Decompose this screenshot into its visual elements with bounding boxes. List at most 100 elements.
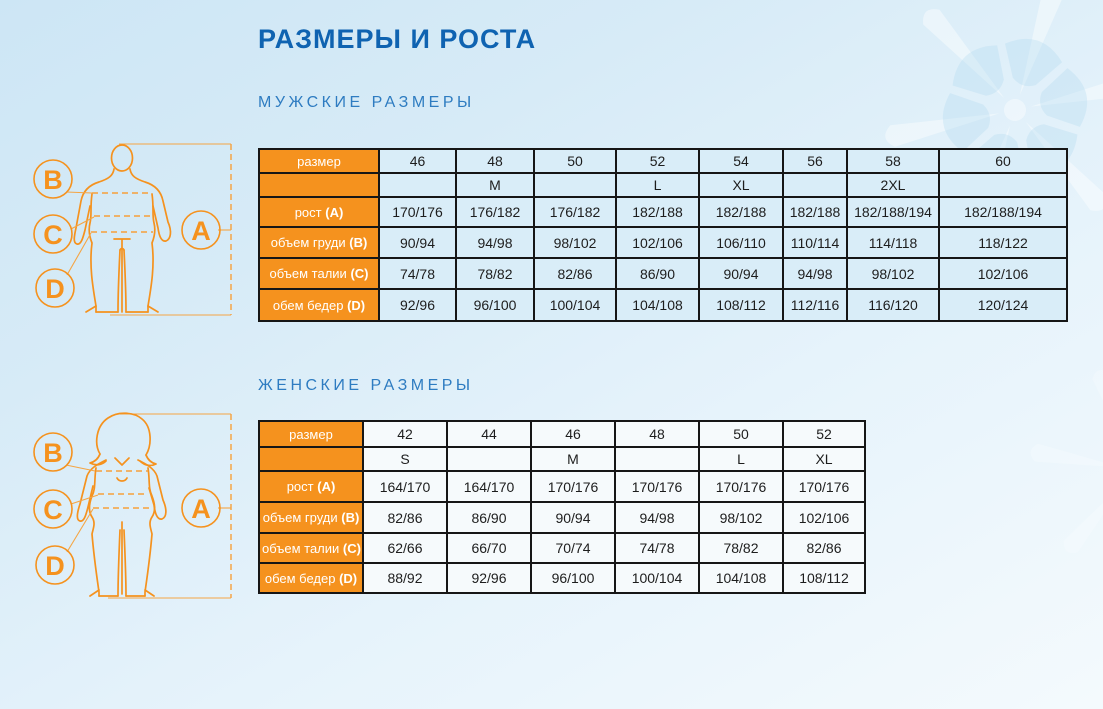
- point-d-label: D: [45, 551, 65, 581]
- measure-value-cell: 170/176: [698, 470, 784, 503]
- men-size-table: размер 46 48 50 52 54 56 58 60 M L XL 2XL рост (A) 170…: [258, 148, 1068, 322]
- point-c-circle: [33, 489, 73, 529]
- size-value-cell: 56: [782, 148, 848, 174]
- point-d-label: D: [45, 274, 65, 304]
- point-b-label: B: [43, 165, 63, 195]
- measure-value-cell: 92/96: [378, 288, 457, 322]
- size-value-cell: 58: [846, 148, 940, 174]
- letter-size-cell: S: [362, 446, 448, 472]
- measure-row: обем бедер (D) 92/96 96/100 100/104 104/108 1…: [258, 288, 1068, 322]
- men-body-diagram: B C D A: [22, 138, 242, 328]
- measure-value-cell: 108/112: [782, 562, 866, 594]
- male-feet: [85, 305, 159, 313]
- size-value-cell: 46: [378, 148, 457, 174]
- measure-value-cell: 66/70: [446, 532, 532, 564]
- point-c-label: C: [43, 220, 63, 250]
- measure-value-cell: 100/104: [614, 562, 700, 594]
- female-head: [95, 412, 151, 456]
- female-feet: [89, 589, 155, 597]
- measure-value-cell: 112/116: [782, 288, 848, 322]
- measure-value-cell: 114/118: [846, 226, 940, 259]
- point-c-label: C: [43, 495, 63, 525]
- letter-size-cell: L: [698, 446, 784, 472]
- measure-value-cell: 94/98: [455, 226, 535, 259]
- point-c-circle: [33, 214, 73, 254]
- size-label-cell: размер: [258, 148, 380, 174]
- women-section-heading: ЖЕНСКИЕ РАЗМЕРЫ: [258, 377, 474, 394]
- size-label-cell: размер: [258, 420, 364, 448]
- point-d-circle: [35, 545, 75, 585]
- measure-value-cell: 170/176: [614, 470, 700, 503]
- measure-row: объем талии (C) 62/66 66/70 70/74 74/78 78/82…: [258, 532, 866, 564]
- letter-label-cell: [258, 446, 364, 472]
- size-value-cell: 46: [530, 420, 616, 448]
- measure-value-cell: 182/188: [782, 196, 848, 228]
- measure-value-cell: 104/108: [698, 562, 784, 594]
- male-left-arm: [73, 168, 115, 245]
- measure-value-cell: 94/98: [782, 257, 848, 290]
- male-head: [110, 144, 134, 172]
- measure-row: рост (A) 164/170 164/170 170/176 170/176 170/…: [258, 470, 866, 503]
- measure-value-cell: 82/86: [533, 257, 617, 290]
- measure-value-cell: 98/102: [533, 226, 617, 259]
- measure-value-cell: 182/188: [698, 196, 784, 228]
- letter-size-cell: [446, 446, 532, 472]
- measure-value-cell: 92/96: [446, 562, 532, 594]
- size-header-row: размер 46 48 50 52 54 56 58 60: [258, 148, 1068, 174]
- point-b-circle: [33, 432, 73, 472]
- measure-row: объем груди (B) 82/86 86/90 90/94 94/98 98/10…: [258, 501, 866, 534]
- letter-size-cell: [614, 446, 700, 472]
- letter-size-cell: M: [455, 172, 535, 198]
- point-a-label: A: [191, 494, 211, 524]
- point-a-circle: [181, 210, 221, 250]
- male-right-side: [147, 193, 156, 313]
- measure-value-cell: 86/90: [446, 501, 532, 534]
- measure-label-cell: обем бедер (D): [258, 288, 380, 322]
- measure-value-cell: 176/182: [455, 196, 535, 228]
- size-value-cell: 50: [533, 148, 617, 174]
- measure-value-cell: 74/78: [378, 257, 457, 290]
- male-left-side: [88, 193, 97, 313]
- measure-value-cell: 170/176: [782, 470, 866, 503]
- size-value-cell: 52: [782, 420, 866, 448]
- measure-label-cell: рост (A): [258, 196, 380, 228]
- measure-value-cell: 100/104: [533, 288, 617, 322]
- size-value-cell: 60: [938, 148, 1068, 174]
- letter-size-row: M L XL 2XL: [258, 172, 1068, 198]
- measure-value-cell: 182/188/194: [846, 196, 940, 228]
- measure-label-cell: рост (A): [258, 470, 364, 503]
- measure-value-cell: 170/176: [530, 470, 616, 503]
- measure-value-cell: 102/106: [615, 226, 700, 259]
- measure-value-cell: 74/78: [614, 532, 700, 564]
- measure-value-cell: 108/112: [698, 288, 784, 322]
- measure-value-cell: 94/98: [614, 501, 700, 534]
- size-value-cell: 54: [698, 148, 784, 174]
- measure-value-cell: 116/120: [846, 288, 940, 322]
- measure-label-cell: объем талии (C): [258, 257, 380, 290]
- measure-value-cell: 176/182: [533, 196, 617, 228]
- measure-value-cell: 170/176: [378, 196, 457, 228]
- measure-value-cell: 90/94: [378, 226, 457, 259]
- measure-value-cell: 102/106: [782, 501, 866, 534]
- measure-value-cell: 182/188: [615, 196, 700, 228]
- measure-row: объем талии (C) 74/78 78/82 82/86 86/90 90/94…: [258, 257, 1068, 290]
- letter-size-cell: [378, 172, 457, 198]
- measure-value-cell: 182/188/194: [938, 196, 1068, 228]
- measure-value-cell: 82/86: [362, 501, 448, 534]
- women-size-table: размер 42 44 46 48 50 52 S M L XL рост (A) 164/170 16…: [258, 420, 866, 594]
- measure-value-cell: 98/102: [698, 501, 784, 534]
- measure-value-cell: 78/82: [455, 257, 535, 290]
- point-a-label: A: [191, 216, 211, 246]
- measure-value-cell: 96/100: [530, 562, 616, 594]
- measure-value-cell: 164/170: [446, 470, 532, 503]
- measure-row: рост (A) 170/176 176/182 176/182 182/188 182/…: [258, 196, 1068, 228]
- inseam-line: [113, 238, 131, 313]
- measure-value-cell: 90/94: [698, 257, 784, 290]
- female-left-arm: [76, 459, 107, 522]
- female-right-side: [144, 467, 156, 597]
- measure-label-cell: объем груди (B): [258, 501, 364, 534]
- female-right-arm: [137, 459, 167, 520]
- letter-size-cell: [533, 172, 617, 198]
- letter-size-cell: L: [615, 172, 700, 198]
